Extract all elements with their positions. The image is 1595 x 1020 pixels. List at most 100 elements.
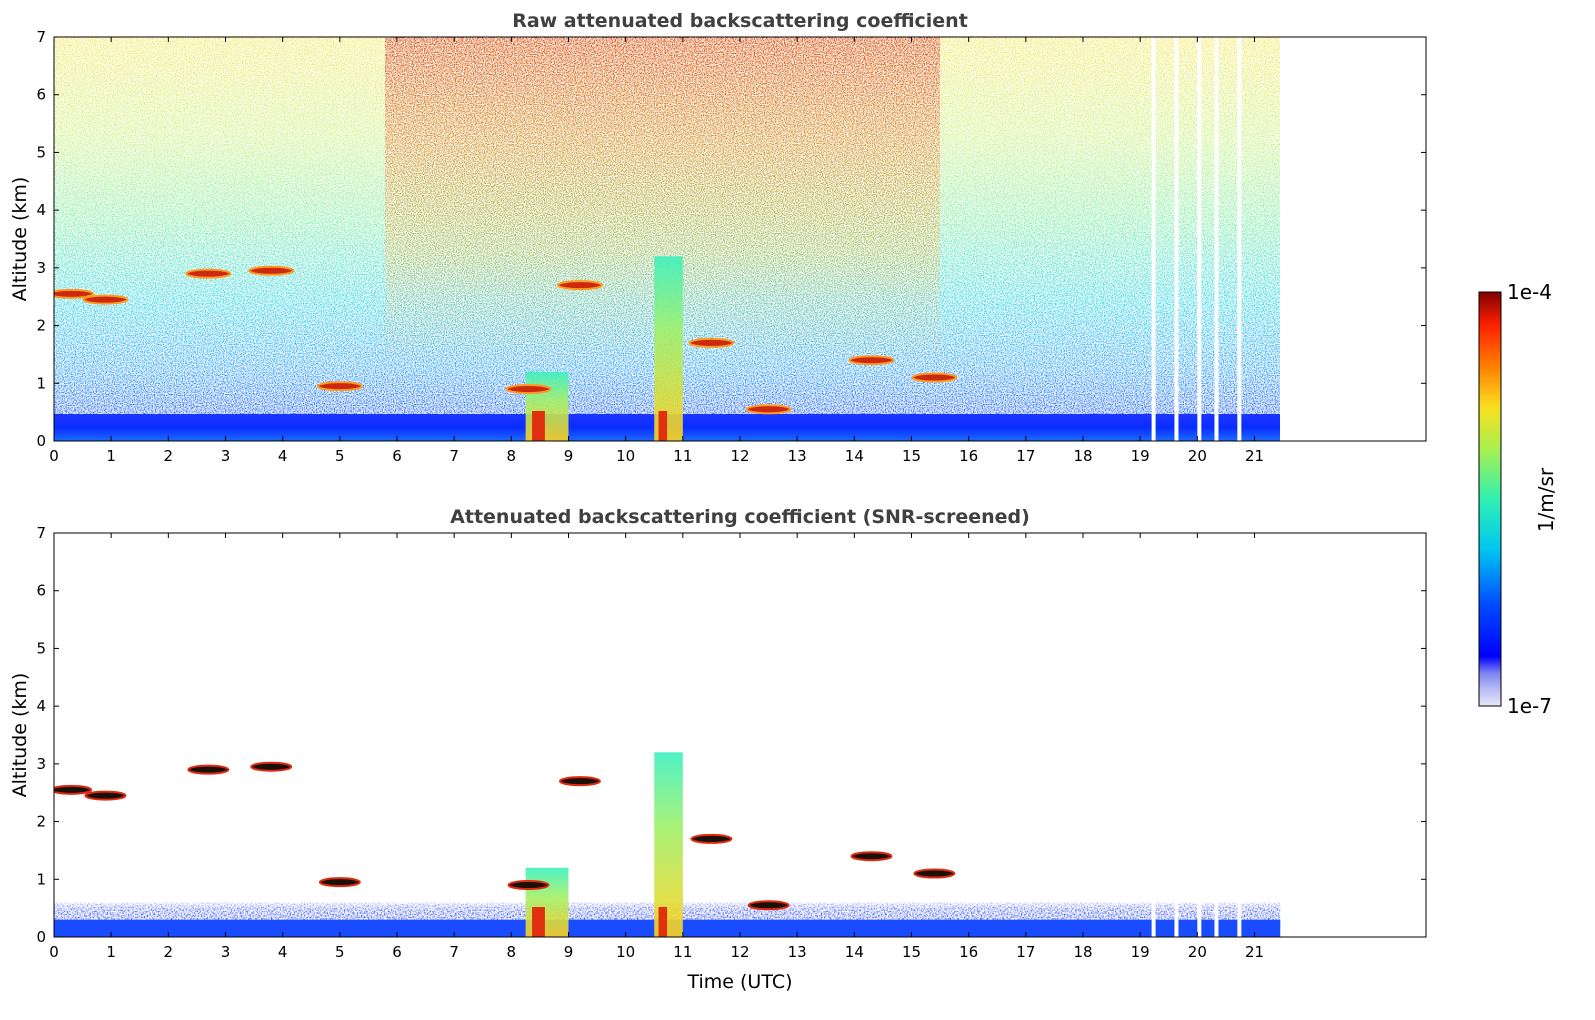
x-tick-label: 11 — [673, 943, 692, 961]
x-tick-label: 11 — [673, 447, 692, 465]
data-gap — [1237, 533, 1242, 937]
data-gap — [1214, 37, 1219, 441]
y-tick-label: 3 — [36, 259, 46, 277]
rain-column — [654, 256, 683, 441]
rain-column — [654, 752, 683, 937]
aerosol-layer — [507, 880, 550, 891]
x-tick-label: 19 — [1131, 943, 1150, 961]
x-tick-label: 16 — [959, 943, 978, 961]
x-tick-label: 21 — [1245, 447, 1264, 465]
screened-title: Attenuated backscattering coefficient (S… — [450, 506, 1030, 528]
y-tick-label: 2 — [36, 317, 46, 335]
x-tick-label: 3 — [221, 943, 231, 961]
x-tick-label: 16 — [959, 447, 978, 465]
x-tick-label: 9 — [564, 447, 574, 465]
x-tick-label: 1 — [106, 447, 116, 465]
colorbar-gradient — [1478, 291, 1502, 707]
data-gap — [1197, 533, 1202, 937]
x-tick-label: 0 — [49, 943, 59, 961]
x-tick-label: 5 — [335, 943, 345, 961]
aerosol-layer — [690, 833, 733, 844]
aerosol-layer — [688, 337, 735, 348]
raw-axes: 0 1 2 3 4 5 6 7 8 9 10 11 12 13 14 15 16 17 18 19 20 21012345… — [36, 28, 1426, 465]
aerosol-layer — [556, 280, 603, 291]
y-tick-label: 1 — [36, 374, 46, 392]
screened-features — [54, 533, 1281, 937]
x-tick-label: 7 — [449, 447, 459, 465]
x-tick-label: 15 — [902, 943, 921, 961]
rain-core — [658, 411, 668, 441]
aerosol-layer — [54, 784, 93, 795]
x-tick-label: 10 — [616, 447, 635, 465]
x-tick-label: 20 — [1188, 943, 1207, 961]
screened-axes: 0 1 2 3 4 5 6 7 8 9 10 11 12 13 14 15 16 17 18 19 20 21012345… — [36, 524, 1426, 961]
x-tick-label: 1 — [106, 943, 116, 961]
x-tick-label: 21 — [1245, 943, 1264, 961]
rain-core — [532, 411, 545, 441]
x-tick-label: 8 — [507, 447, 517, 465]
x-tick-label: 7 — [449, 943, 459, 961]
x-tick-label: 0 — [49, 447, 59, 465]
screened-panel: Attenuated backscattering coefficient (S… — [9, 506, 1427, 993]
x-tick-label: 13 — [788, 447, 807, 465]
y-tick-label: 7 — [36, 28, 46, 46]
data-gap — [1237, 37, 1242, 441]
aerosol-layer — [248, 265, 295, 276]
colorbar: 1e-4 1e-7 1/m/sr — [1478, 280, 1558, 718]
x-tick-label: 17 — [1016, 447, 1035, 465]
rain-core — [658, 907, 668, 937]
colorbar-min-label: 1e-7 — [1507, 694, 1552, 718]
aerosol-layer — [54, 288, 95, 299]
no-data-region — [1280, 37, 1426, 441]
x-tick-label: 4 — [278, 447, 288, 465]
y-tick-label: 4 — [36, 201, 46, 219]
screened-ylabel: Altitude (km) — [9, 673, 31, 798]
y-tick-label: 4 — [36, 697, 46, 715]
colorbar-max-label: 1e-4 — [1507, 280, 1552, 304]
data-gap — [1174, 37, 1179, 441]
screened-heatmap — [54, 533, 1281, 937]
aerosol-layer — [911, 372, 958, 383]
screened-plot-frame — [53, 532, 1427, 938]
data-gap — [1197, 37, 1202, 441]
aerosol-layer — [187, 764, 230, 775]
aerosol-layer — [185, 268, 232, 279]
x-tick-label: 10 — [616, 943, 635, 961]
x-tick-label: 3 — [221, 447, 231, 465]
y-tick-label: 5 — [36, 639, 46, 657]
y-tick-label: 3 — [36, 755, 46, 773]
aerosol-layer — [505, 384, 552, 395]
aerosol-layer — [745, 404, 792, 415]
data-gap — [1174, 533, 1179, 937]
aerosol-layer — [318, 877, 361, 888]
aerosol-layer — [913, 868, 956, 879]
aerosol-layer — [848, 355, 895, 366]
colorbar-unit-label: 1/m/sr — [1534, 467, 1558, 532]
aerosol-layer — [747, 900, 790, 911]
x-tick-label: 2 — [164, 943, 174, 961]
screened-xlabel: Time (UTC) — [686, 971, 792, 993]
y-tick-label: 5 — [36, 143, 46, 161]
x-tick-label: 18 — [1073, 943, 1092, 961]
x-tick-label: 2 — [164, 447, 174, 465]
aerosol-layer — [250, 761, 293, 772]
x-tick-label: 19 — [1131, 447, 1150, 465]
x-tick-label: 14 — [845, 447, 864, 465]
x-tick-label: 4 — [278, 943, 288, 961]
y-tick-label: 1 — [36, 870, 46, 888]
y-tick-label: 2 — [36, 813, 46, 831]
aerosol-layer — [82, 294, 129, 305]
x-tick-label: 12 — [730, 447, 749, 465]
x-tick-label: 17 — [1016, 943, 1035, 961]
data-gap — [1151, 533, 1156, 937]
y-tick-label: 0 — [36, 432, 46, 450]
aerosol-layer — [316, 381, 363, 392]
raw-panel: Raw attenuated backscattering coefficien… — [9, 10, 1427, 465]
x-tick-label: 14 — [845, 943, 864, 961]
aerosol-layer — [850, 851, 893, 862]
x-tick-label: 6 — [392, 943, 402, 961]
x-tick-label: 6 — [392, 447, 402, 465]
aerosol-layer — [84, 790, 127, 801]
x-tick-label: 9 — [564, 943, 574, 961]
